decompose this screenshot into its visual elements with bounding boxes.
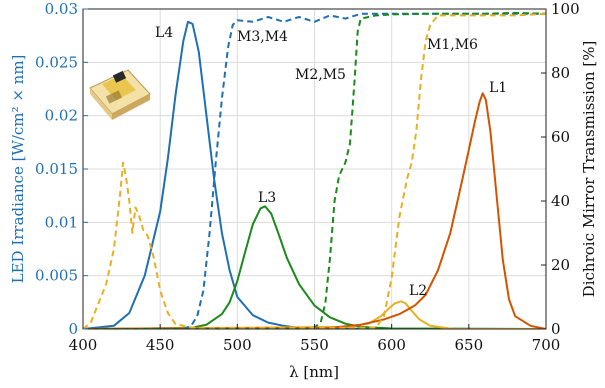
y-right-tick-labels: 0 20 40 60 80 100: [551, 0, 580, 338]
tick-marks: [82, 8, 547, 330]
y-left-tick-label: 0.025: [35, 53, 78, 71]
annotation-l4: L4: [155, 25, 173, 41]
mirror-m3-m4-line: [182, 12, 546, 329]
x-tick-label: 500: [223, 336, 252, 354]
x-tick-label: 600: [377, 336, 406, 354]
series-group: [83, 11, 546, 329]
annotation-m1-m6: M1,M6: [427, 37, 478, 53]
x-tick-label: 450: [146, 336, 175, 354]
y-right-tick-label: 0: [551, 320, 561, 338]
annotation-m2-m5: M2,M5: [295, 67, 346, 83]
y-right-axis-label: Dichroic Mirror Transmission [%]: [580, 41, 598, 298]
led-l3-line: [83, 205, 546, 329]
x-tick-label: 650: [455, 336, 484, 354]
grid: [82, 8, 547, 330]
annotation-l1: L1: [489, 80, 507, 96]
led-l1-line: [83, 92, 546, 329]
led-chip-image: [89, 69, 151, 120]
x-tick-label: 550: [300, 336, 329, 354]
y-right-tick-label: 20: [551, 256, 570, 274]
x-tick-labels: 400 450 500 550 600 650 700: [69, 336, 561, 354]
y-right-tick-label: 60: [551, 128, 570, 146]
y-right-tick-label: 100: [551, 0, 580, 18]
annotation-l3: L3: [258, 190, 276, 206]
y-left-tick-label: 0.03: [45, 0, 78, 18]
x-axis-label: λ [nm]: [289, 363, 339, 381]
mirror-m1-m6-line: [83, 12, 546, 329]
y-left-tick-label: 0.01: [45, 213, 78, 231]
annotation-m3-m4: M3,M4: [237, 29, 288, 45]
y-left-tick-label: 0.02: [45, 107, 78, 125]
y-left-tick-labels: 0 0.005 0.01 0.015 0.02 0.025 0.03: [35, 0, 78, 338]
x-tick-label: 700: [532, 336, 561, 354]
y-left-tick-label: 0.015: [35, 160, 78, 178]
x-tick-label: 400: [69, 336, 98, 354]
mirror-m2-m5-line: [83, 11, 546, 329]
y-left-tick-label: 0.005: [35, 267, 78, 285]
led-l4-line: [83, 20, 546, 329]
y-right-tick-label: 40: [551, 192, 570, 210]
y-left-tick-label: 0: [68, 320, 78, 338]
annotation-l2: L2: [409, 283, 427, 299]
y-right-tick-label: 80: [551, 64, 570, 82]
y-left-axis-label: LED Irradiance [W/cm² × nm]: [9, 55, 27, 284]
